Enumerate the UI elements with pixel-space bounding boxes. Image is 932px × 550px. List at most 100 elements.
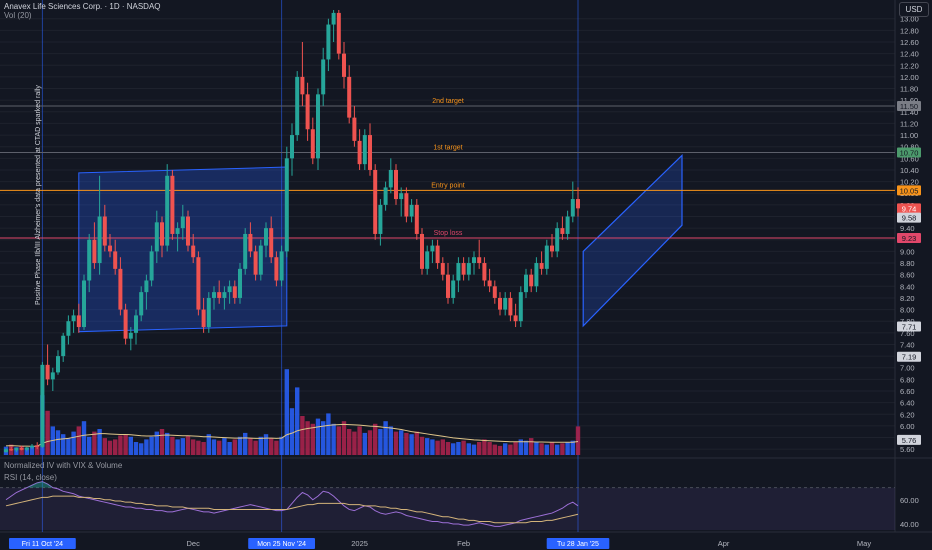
volume-bar: [76, 426, 81, 455]
candle-body: [544, 245, 549, 269]
price-axis-tick: 7.60: [900, 329, 915, 338]
candle-body: [482, 263, 487, 281]
volume-bar: [331, 423, 336, 455]
volume-bar: [435, 440, 440, 455]
volume-bar: [570, 440, 575, 455]
currency-button[interactable]: USD: [899, 2, 929, 17]
candle-body: [134, 315, 138, 333]
candle-body: [331, 12, 336, 25]
volume-bar: [378, 429, 383, 455]
price-badge: [897, 351, 921, 362]
volume-bar: [258, 436, 263, 455]
candle-body: [284, 158, 289, 252]
candle-body: [357, 140, 362, 165]
volume-bar: [508, 444, 513, 455]
price-badge-text: 9.74: [902, 204, 917, 213]
candle-body: [170, 175, 175, 234]
candle-body: [30, 445, 34, 448]
candle-body: [274, 257, 279, 281]
price-axis-tick: 12.40: [900, 50, 919, 59]
candle-body: [264, 228, 268, 246]
volume-bar: [565, 442, 570, 455]
price-axis-tick: 7.40: [900, 340, 915, 349]
volume-bar: [440, 439, 445, 455]
candle-body: [321, 59, 326, 95]
volume-bar: [279, 436, 284, 455]
volume-bar: [539, 443, 544, 455]
volume-bar: [362, 432, 367, 455]
volume-bar: [175, 439, 180, 455]
candle-body: [128, 332, 133, 339]
candle-body: [409, 204, 414, 217]
symbol-title[interactable]: Anavex Life Sciences Corp. · 1D · NASDAQ: [4, 2, 161, 11]
candle-body: [576, 199, 580, 209]
candle-body: [534, 263, 539, 287]
volume-bar: [19, 445, 24, 455]
volume-bar: [321, 421, 326, 455]
volume-bar: [341, 421, 347, 455]
candle-body: [492, 286, 497, 298]
volume-bar: [310, 423, 315, 455]
price-badge-text: 5.76: [902, 436, 917, 445]
price-axis-tick: 8.40: [900, 282, 915, 291]
candle-body: [175, 228, 180, 234]
candle-body: [461, 263, 466, 275]
price-axis-tick: 6.60: [900, 387, 915, 396]
candle-body: [212, 292, 216, 298]
volume-bar: [232, 439, 237, 455]
volume-bar: [123, 434, 128, 455]
volume-bar: [211, 439, 217, 455]
price-axis-tick: 12.80: [900, 26, 919, 35]
volume-bar: [471, 444, 477, 455]
candle-body: [196, 257, 201, 310]
candle-body: [555, 228, 560, 252]
candle-body: [4, 449, 8, 453]
annotation-text: Positive Phase IIb/III Alzheimer's data …: [35, 85, 42, 305]
volume-bar: [55, 430, 61, 455]
candle-body: [61, 335, 66, 357]
volume-bar: [97, 429, 102, 455]
candle-body: [477, 257, 482, 264]
candle-body: [295, 76, 300, 136]
candle-body: [388, 169, 393, 188]
volume-bar: [347, 429, 352, 455]
candle-body: [232, 286, 237, 298]
candle-body: [310, 129, 315, 159]
price-badge-text: 11.50: [900, 102, 918, 111]
price-axis-tick: 11.00: [900, 131, 918, 140]
candle-body: [14, 448, 19, 451]
price-axis-tick: 11.80: [900, 85, 918, 94]
volume-bar: [544, 444, 549, 455]
price-badge: [897, 100, 921, 111]
candle-body: [430, 245, 435, 252]
volume-bar: [315, 418, 321, 455]
candle-body: [347, 76, 352, 118]
volume-bar: [253, 440, 258, 455]
candle-body: [82, 280, 86, 328]
price-axis-tick: 6.40: [900, 399, 915, 408]
volume-bar: [29, 446, 35, 455]
candle-body: [269, 228, 274, 258]
candle-body: [154, 222, 159, 252]
candle-body: [201, 309, 206, 328]
rsi-ma-line: [5, 495, 579, 524]
volume-bar: [154, 431, 159, 455]
volume-bar: [284, 369, 289, 455]
volume-bar: [113, 439, 118, 455]
volume-bar: [492, 444, 497, 455]
x-axis-tick: May: [857, 539, 871, 548]
candle-body: [529, 274, 534, 287]
volume-bar: [191, 439, 196, 455]
volume-bar: [451, 443, 456, 455]
candle-body: [513, 315, 518, 322]
volume-bar: [414, 431, 419, 455]
volume-bar: [107, 440, 113, 455]
price-axis-tick: 13.00: [900, 15, 919, 24]
volume-bar: [269, 438, 274, 455]
date-badge-text: Tu 28 Jan '25: [557, 541, 599, 548]
level-label: Entry point: [431, 182, 465, 189]
candle-body: [518, 292, 523, 322]
volume-bar: [263, 434, 269, 455]
price-badge: [897, 434, 921, 445]
